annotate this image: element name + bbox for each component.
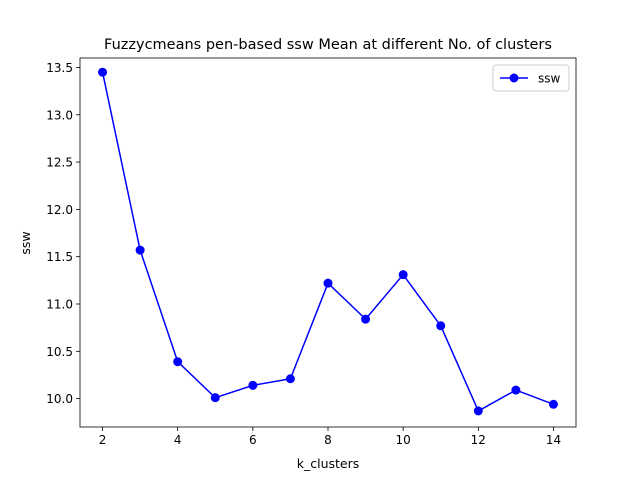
data-point [361,314,371,324]
data-point [398,270,408,280]
data-point [98,67,108,77]
plot-area: 2 4 6 8 10 12 14 10.0 10.5 11.0 11.5 12.0 12.5 13.0 13… [46,57,577,447]
data-point [323,278,333,288]
x-tick-label: 8 [324,433,332,447]
data-point [548,399,558,409]
data-point [135,245,145,255]
x-axis-label: k_clusters [297,456,360,471]
x-tick-label: 14 [546,433,561,447]
data-point [210,393,220,403]
y-tick-label: 13.5 [46,61,73,75]
y-tick-label: 12.0 [46,203,73,217]
y-tick-label: 10.5 [46,345,73,359]
x-tick-label: 12 [471,433,486,447]
legend-label: ssw [538,72,561,86]
y-tick-label: 12.5 [46,156,73,170]
data-point [173,357,183,367]
x-tick-label: 6 [249,433,257,447]
y-tick-label: 11.5 [46,250,73,264]
data-point [511,385,521,395]
chart-title: Fuzzycmeans pen-based ssw Mean at differ… [104,37,552,53]
legend-box [492,64,570,92]
x-tick-label: 10 [396,433,411,447]
axes-frame [79,57,577,428]
x-tick-label: 2 [99,433,107,447]
x-tick-label: 4 [174,433,182,447]
y-axis-label: ssw [18,231,33,254]
y-tick-label: 10.0 [46,392,73,406]
data-point [285,374,295,384]
y-tick-label: 11.0 [46,298,73,312]
data-point [248,380,258,390]
data-point [473,406,483,416]
y-tick-label: 13.0 [46,108,73,122]
data-point [436,321,446,331]
legend-marker [509,73,519,83]
